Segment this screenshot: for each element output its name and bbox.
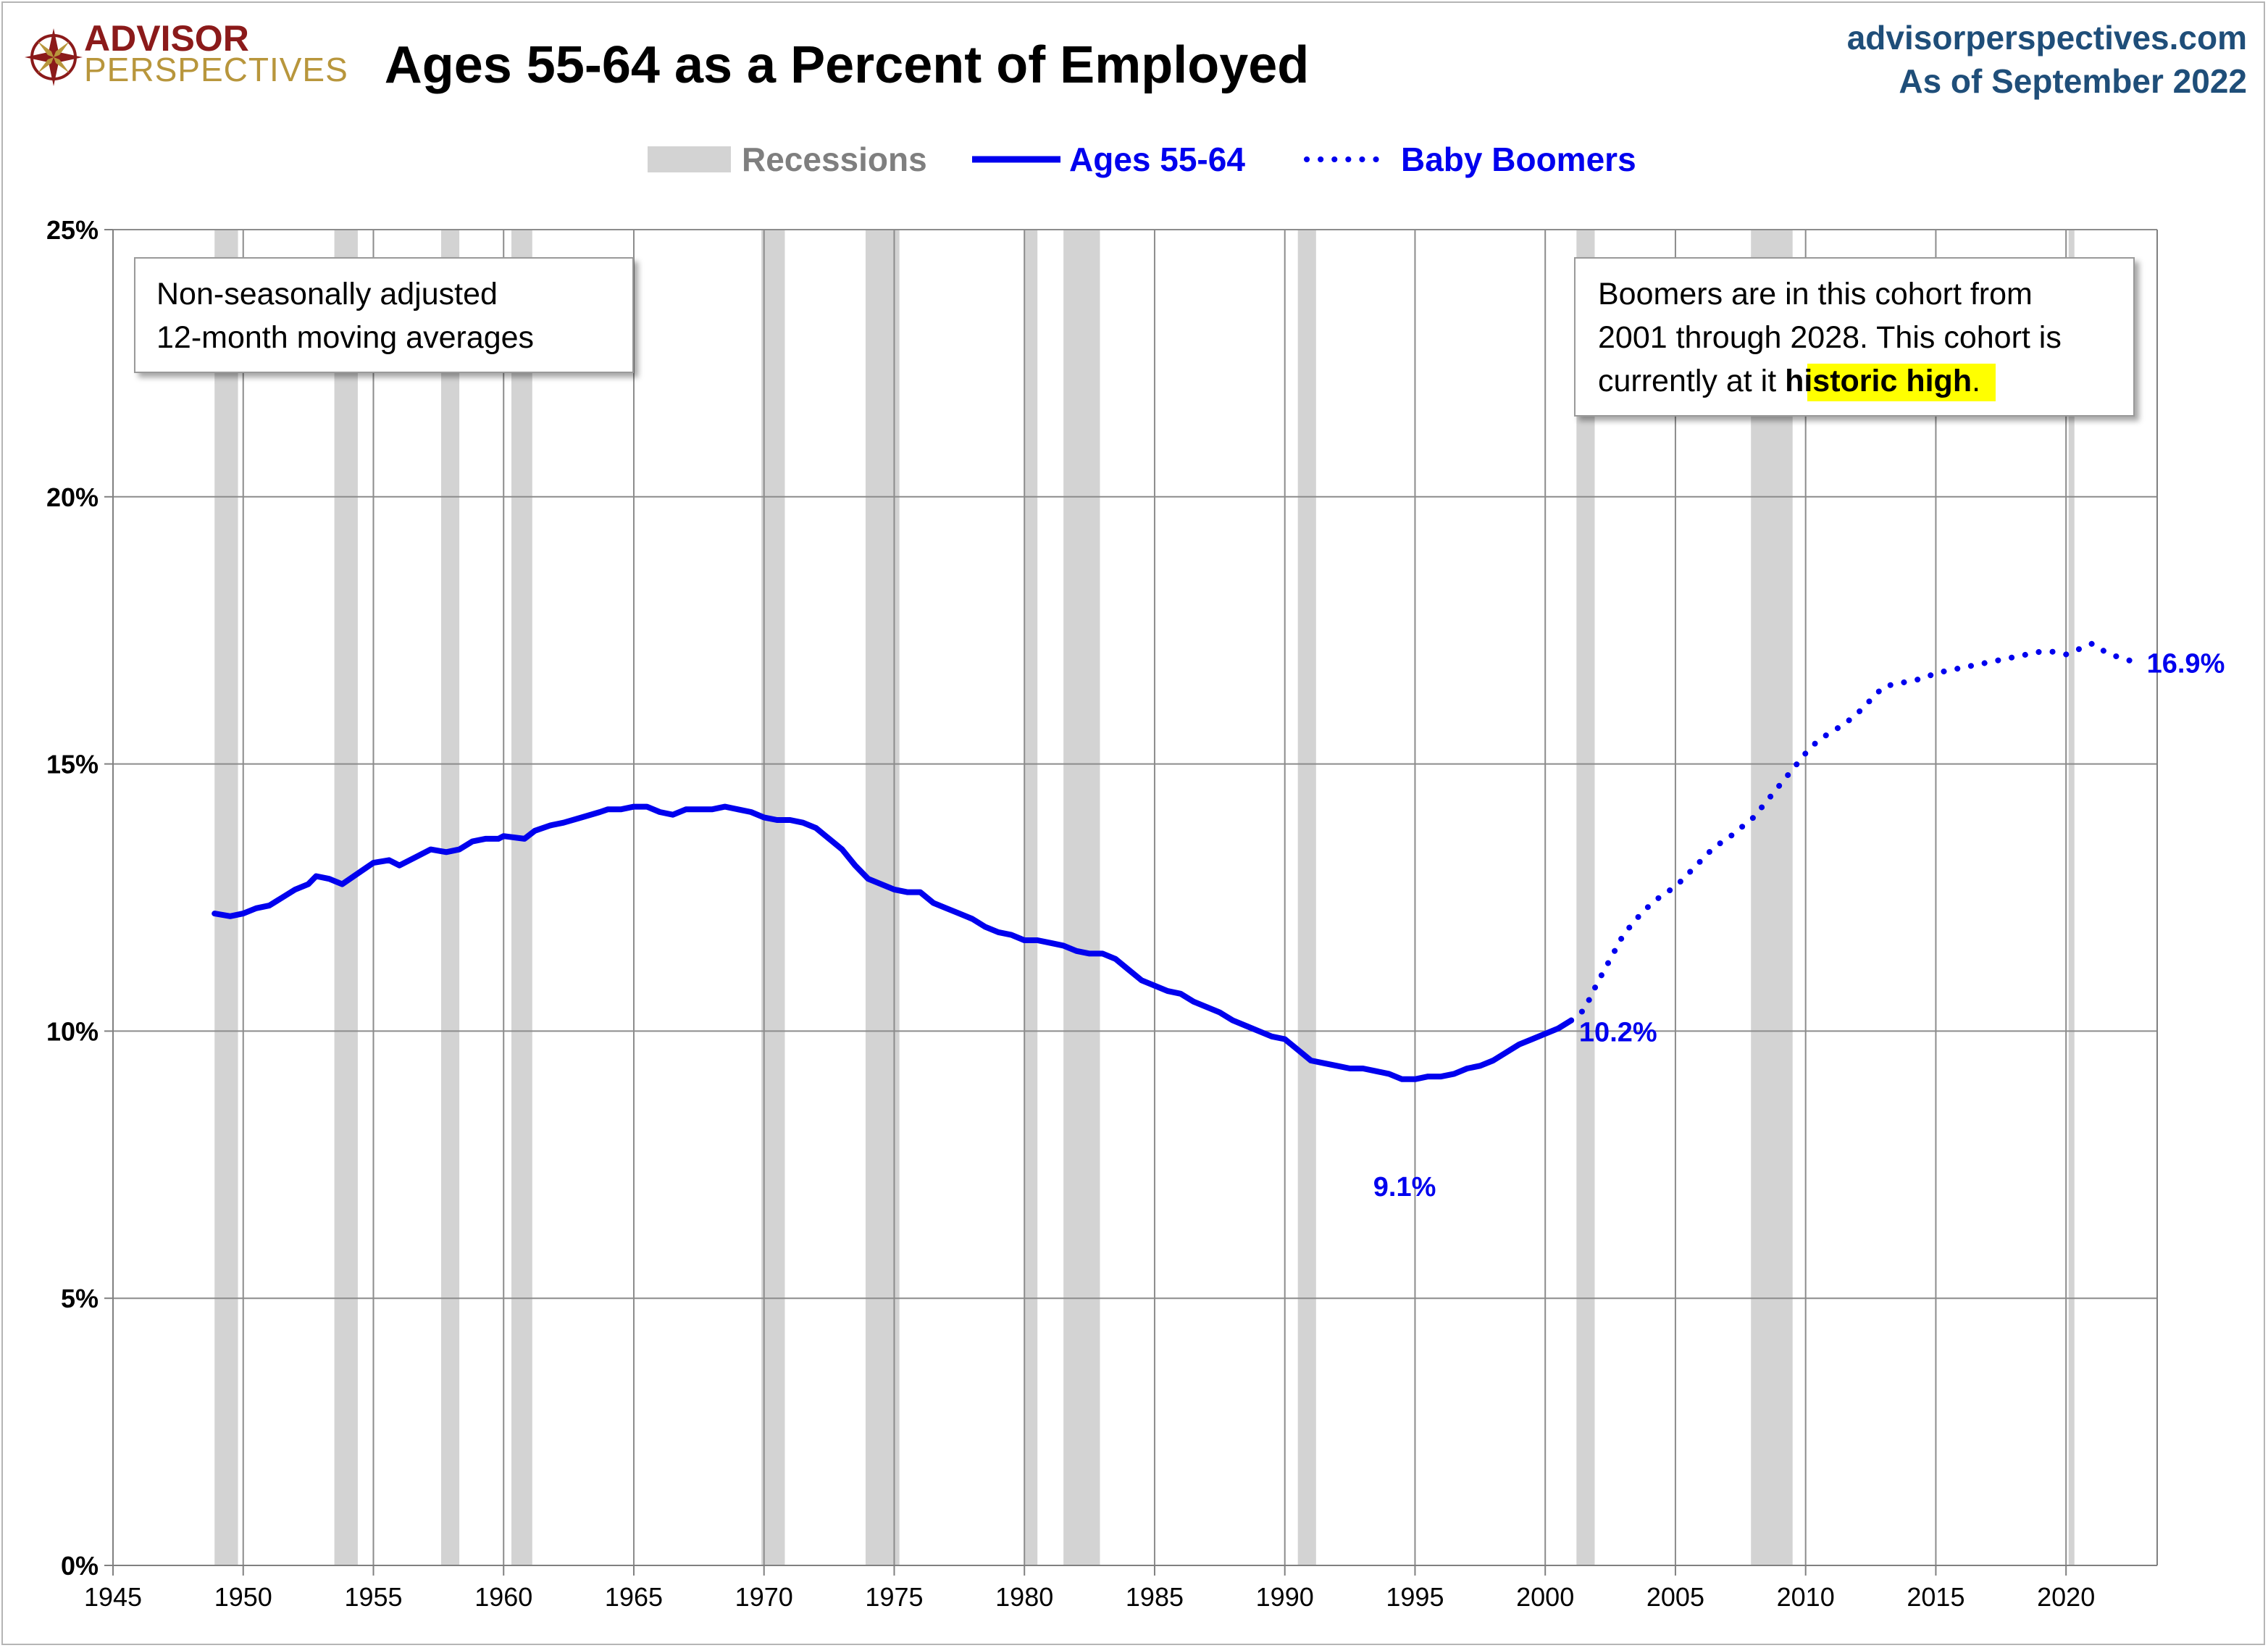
x-tick-label: 1975: [865, 1582, 923, 1612]
series: [212, 640, 2140, 1082]
recession-band: [511, 230, 532, 1565]
legend-ages-label: Ages 55-64: [1069, 141, 1245, 178]
chart-title: Ages 55-64 as a Percent of Employed: [385, 36, 1310, 94]
y-tick-label: 15%: [46, 750, 99, 779]
x-tick-label: 1950: [214, 1582, 272, 1612]
note-right-line1: Boomers are in this cohort from: [1598, 277, 2033, 311]
recession-band: [334, 230, 358, 1565]
compass-icon: [25, 28, 83, 86]
x-tick-label: 2005: [1646, 1582, 1704, 1612]
x-tick-label: 1985: [1126, 1582, 1184, 1612]
recession-band: [214, 230, 238, 1565]
end-label: 16.9%: [2147, 648, 2225, 679]
logo-line1: ADVISOR: [84, 18, 249, 59]
recession-bands: [214, 230, 2075, 1565]
recession-band: [1751, 230, 1793, 1565]
recession-band: [2068, 230, 2075, 1565]
chart-svg: ADVISOR PERSPECTIVES Ages 55-64 as a Per…: [25, 18, 2247, 1612]
highlight-marker: [1807, 364, 1996, 401]
site-url: advisorperspectives.com: [1847, 19, 2247, 57]
x-tick-label: 2015: [1907, 1582, 1964, 1612]
logo: ADVISOR PERSPECTIVES: [25, 18, 348, 88]
annotations: 9.1% 10.2% 16.9%: [1373, 648, 2225, 1202]
x-tick-label: 1995: [1386, 1582, 1444, 1612]
x-tick-label: 1965: [605, 1582, 663, 1612]
note-box-right: Boomers are in this cohort from 2001 thr…: [1574, 257, 2135, 417]
series-baby-boomers: [1568, 640, 2140, 1024]
y-tick-label: 10%: [46, 1016, 99, 1046]
legend: Recessions Ages 55-64 Baby Boomers: [648, 141, 1636, 178]
x-tick-label: 1980: [995, 1582, 1053, 1612]
y-tick-label: 20%: [46, 482, 99, 512]
x-tick-label: 2000: [1516, 1582, 1574, 1612]
x-tick-label: 1970: [735, 1582, 793, 1612]
note-left-line2: 12-month moving averages: [156, 320, 534, 355]
x-tick-label: 2020: [2037, 1582, 2095, 1612]
legend-recessions-swatch: [648, 146, 731, 172]
legend-boomers-label: Baby Boomers: [1401, 141, 1636, 178]
recession-band: [1576, 230, 1595, 1565]
as-of-date: As of September 2022: [1899, 62, 2247, 100]
legend-recessions-label: Recessions: [742, 141, 927, 178]
y-tick-label: 0%: [61, 1551, 99, 1581]
note-box-left: Non-seasonally adjusted 12-month moving …: [134, 257, 634, 373]
recession-band: [1063, 230, 1100, 1565]
y-tick-label: 25%: [46, 215, 99, 245]
logo-line2: PERSPECTIVES: [84, 51, 348, 88]
y-tick-label: 5%: [61, 1284, 99, 1313]
x-tick-label: 1990: [1256, 1582, 1314, 1612]
x-tick-label: 1960: [474, 1582, 532, 1612]
note-right-highlight: historic high: [1785, 364, 1972, 398]
note-right-line2: 2001 through 2028. This cohort is: [1598, 320, 2062, 355]
series-ages-55-64: [212, 803, 1575, 1082]
x-tick-label: 2010: [1777, 1582, 1835, 1612]
recession-band: [440, 230, 460, 1565]
x-tick-label: 1955: [344, 1582, 402, 1612]
axes: 1945 1950 1955 1960 1965 1970 1975 1980 1985 1990…: [46, 215, 2158, 1612]
gridlines: [113, 229, 2157, 1566]
note-right-line3-pre: currently at it: [1598, 364, 1785, 398]
2001-label: 10.2%: [1579, 1017, 1657, 1047]
recession-band: [761, 230, 785, 1565]
min-label: 9.1%: [1373, 1172, 1436, 1202]
note-right-line3: currently at it historic high.: [1598, 364, 1980, 398]
recession-band: [1297, 230, 1316, 1565]
note-left-line1: Non-seasonally adjusted: [156, 277, 498, 311]
recession-band: [1024, 230, 1038, 1565]
x-tick-label: 1945: [84, 1582, 142, 1612]
note-right-line3-post: .: [1972, 364, 1980, 398]
